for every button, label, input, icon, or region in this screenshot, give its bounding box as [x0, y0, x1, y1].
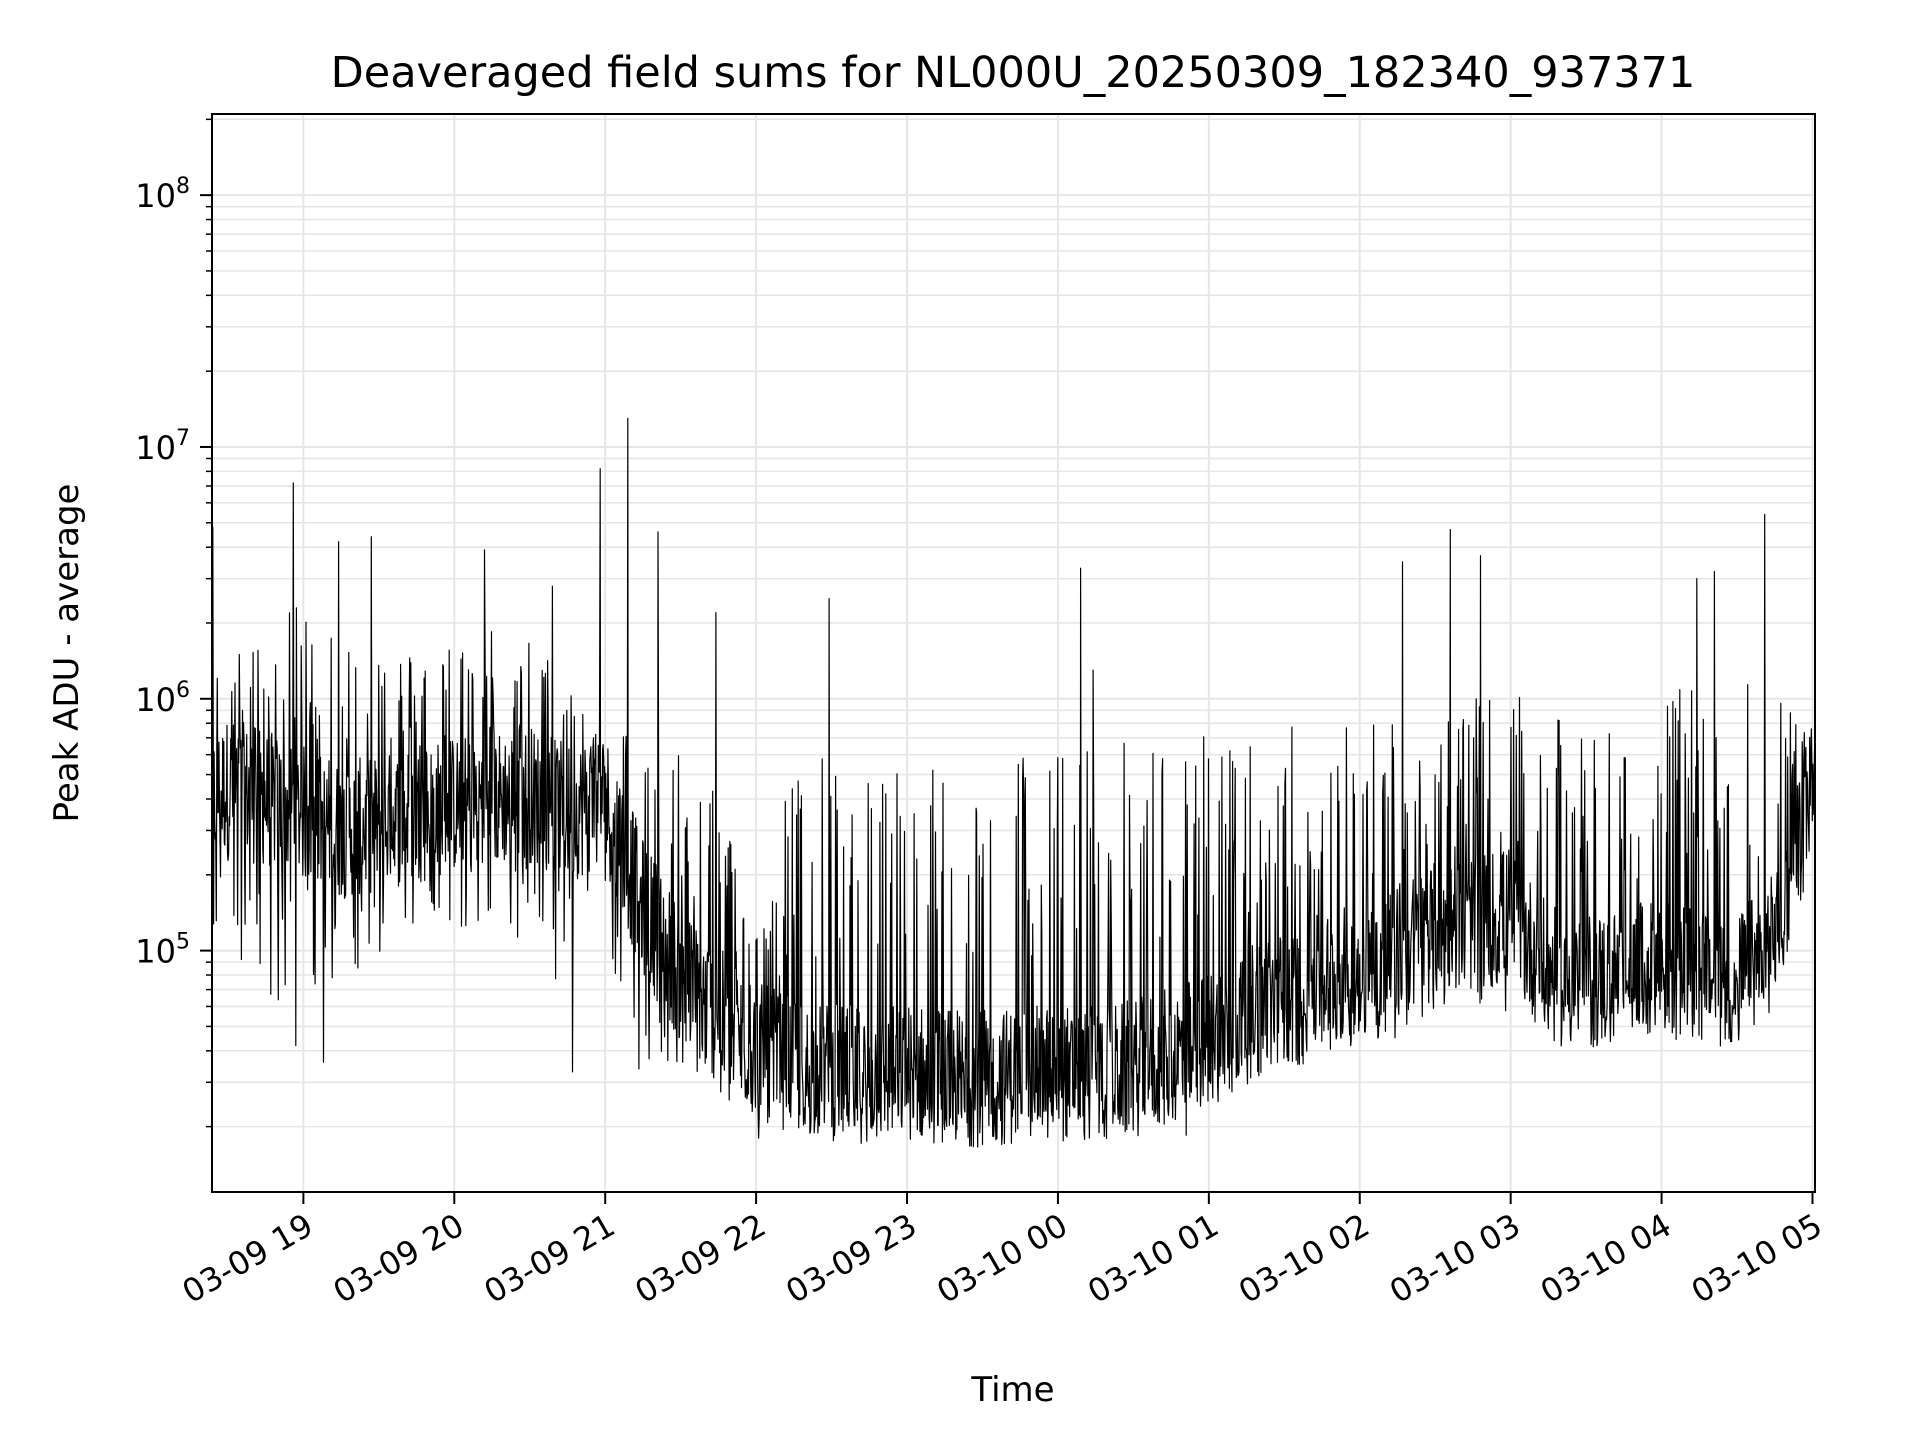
y-tick-label: 105 — [135, 930, 190, 971]
series-line — [212, 417, 1815, 1148]
y-axis: 105 106 107 108 — [135, 118, 212, 1128]
series-line-group — [212, 417, 1815, 1148]
x-axis-title: Time — [970, 1370, 1054, 1410]
y-axis-title: Peak ADU - average — [47, 484, 87, 823]
y-tick-label: 107 — [135, 426, 190, 467]
y-tick-label: 108 — [135, 174, 190, 215]
y-tick-label: 106 — [135, 678, 190, 719]
chart-title: Deaveraged field sums for NL000U_2025030… — [331, 48, 1696, 98]
plot-frame — [211, 113, 1816, 1193]
